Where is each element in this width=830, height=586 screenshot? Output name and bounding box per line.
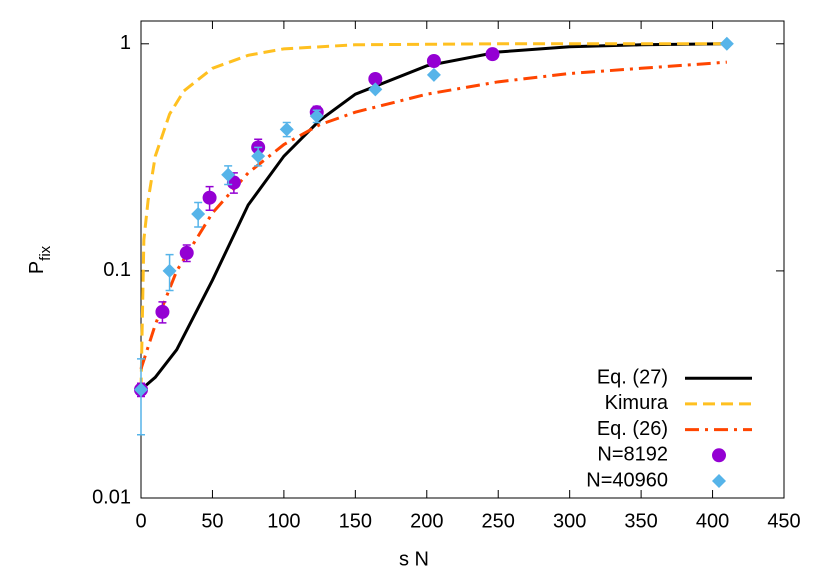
- marker: [426, 67, 441, 82]
- marker: [155, 304, 170, 319]
- x-tick-label: 250: [482, 510, 515, 532]
- x-tick-label: 150: [339, 510, 372, 532]
- y-tick-label: 0.1: [103, 259, 131, 281]
- y-axis-label-main: P: [26, 261, 48, 274]
- marker: [251, 149, 266, 164]
- marker: [202, 190, 217, 205]
- marker: [485, 47, 500, 62]
- x-tick-label: 100: [267, 510, 300, 532]
- legend-label: N=40960: [586, 469, 668, 491]
- marker: [368, 71, 383, 86]
- x-tick-label: 50: [201, 510, 223, 532]
- marker: [221, 167, 236, 182]
- marker: [134, 382, 148, 397]
- marker: [162, 263, 177, 278]
- marker: [719, 36, 734, 51]
- x-tick-label: 350: [624, 510, 657, 532]
- marker: [712, 448, 726, 463]
- plot-frame: [140, 20, 785, 499]
- y-axis-label: Pfix: [26, 245, 54, 274]
- x-tick-label: 450: [767, 510, 800, 532]
- x-axis-label: s N: [399, 548, 429, 570]
- legend-label: N=8192: [597, 444, 668, 466]
- x-tick-label: 0: [135, 510, 146, 532]
- legend-label: Eq. (26): [597, 418, 668, 440]
- line: [139, 42, 727, 390]
- legend-label: Kimura: [605, 392, 669, 414]
- x-tick-label: 300: [553, 510, 586, 532]
- line: [139, 60, 727, 370]
- y-tick-label: 0.01: [92, 486, 131, 508]
- y-axis-label-sub: fix: [37, 245, 54, 261]
- marker: [279, 122, 294, 137]
- marker: [426, 53, 441, 68]
- marker: [309, 109, 324, 124]
- marker: [712, 474, 726, 488]
- y-tick-label: 1: [120, 32, 131, 54]
- x-tick-label: 400: [696, 510, 729, 532]
- legend-label: Eq. (27): [597, 366, 668, 388]
- x-tick-label: 200: [410, 510, 443, 532]
- line: [140, 42, 727, 391]
- marker: [368, 82, 383, 97]
- error-bar: [137, 358, 145, 436]
- marker: [179, 245, 194, 260]
- marker: [191, 207, 206, 222]
